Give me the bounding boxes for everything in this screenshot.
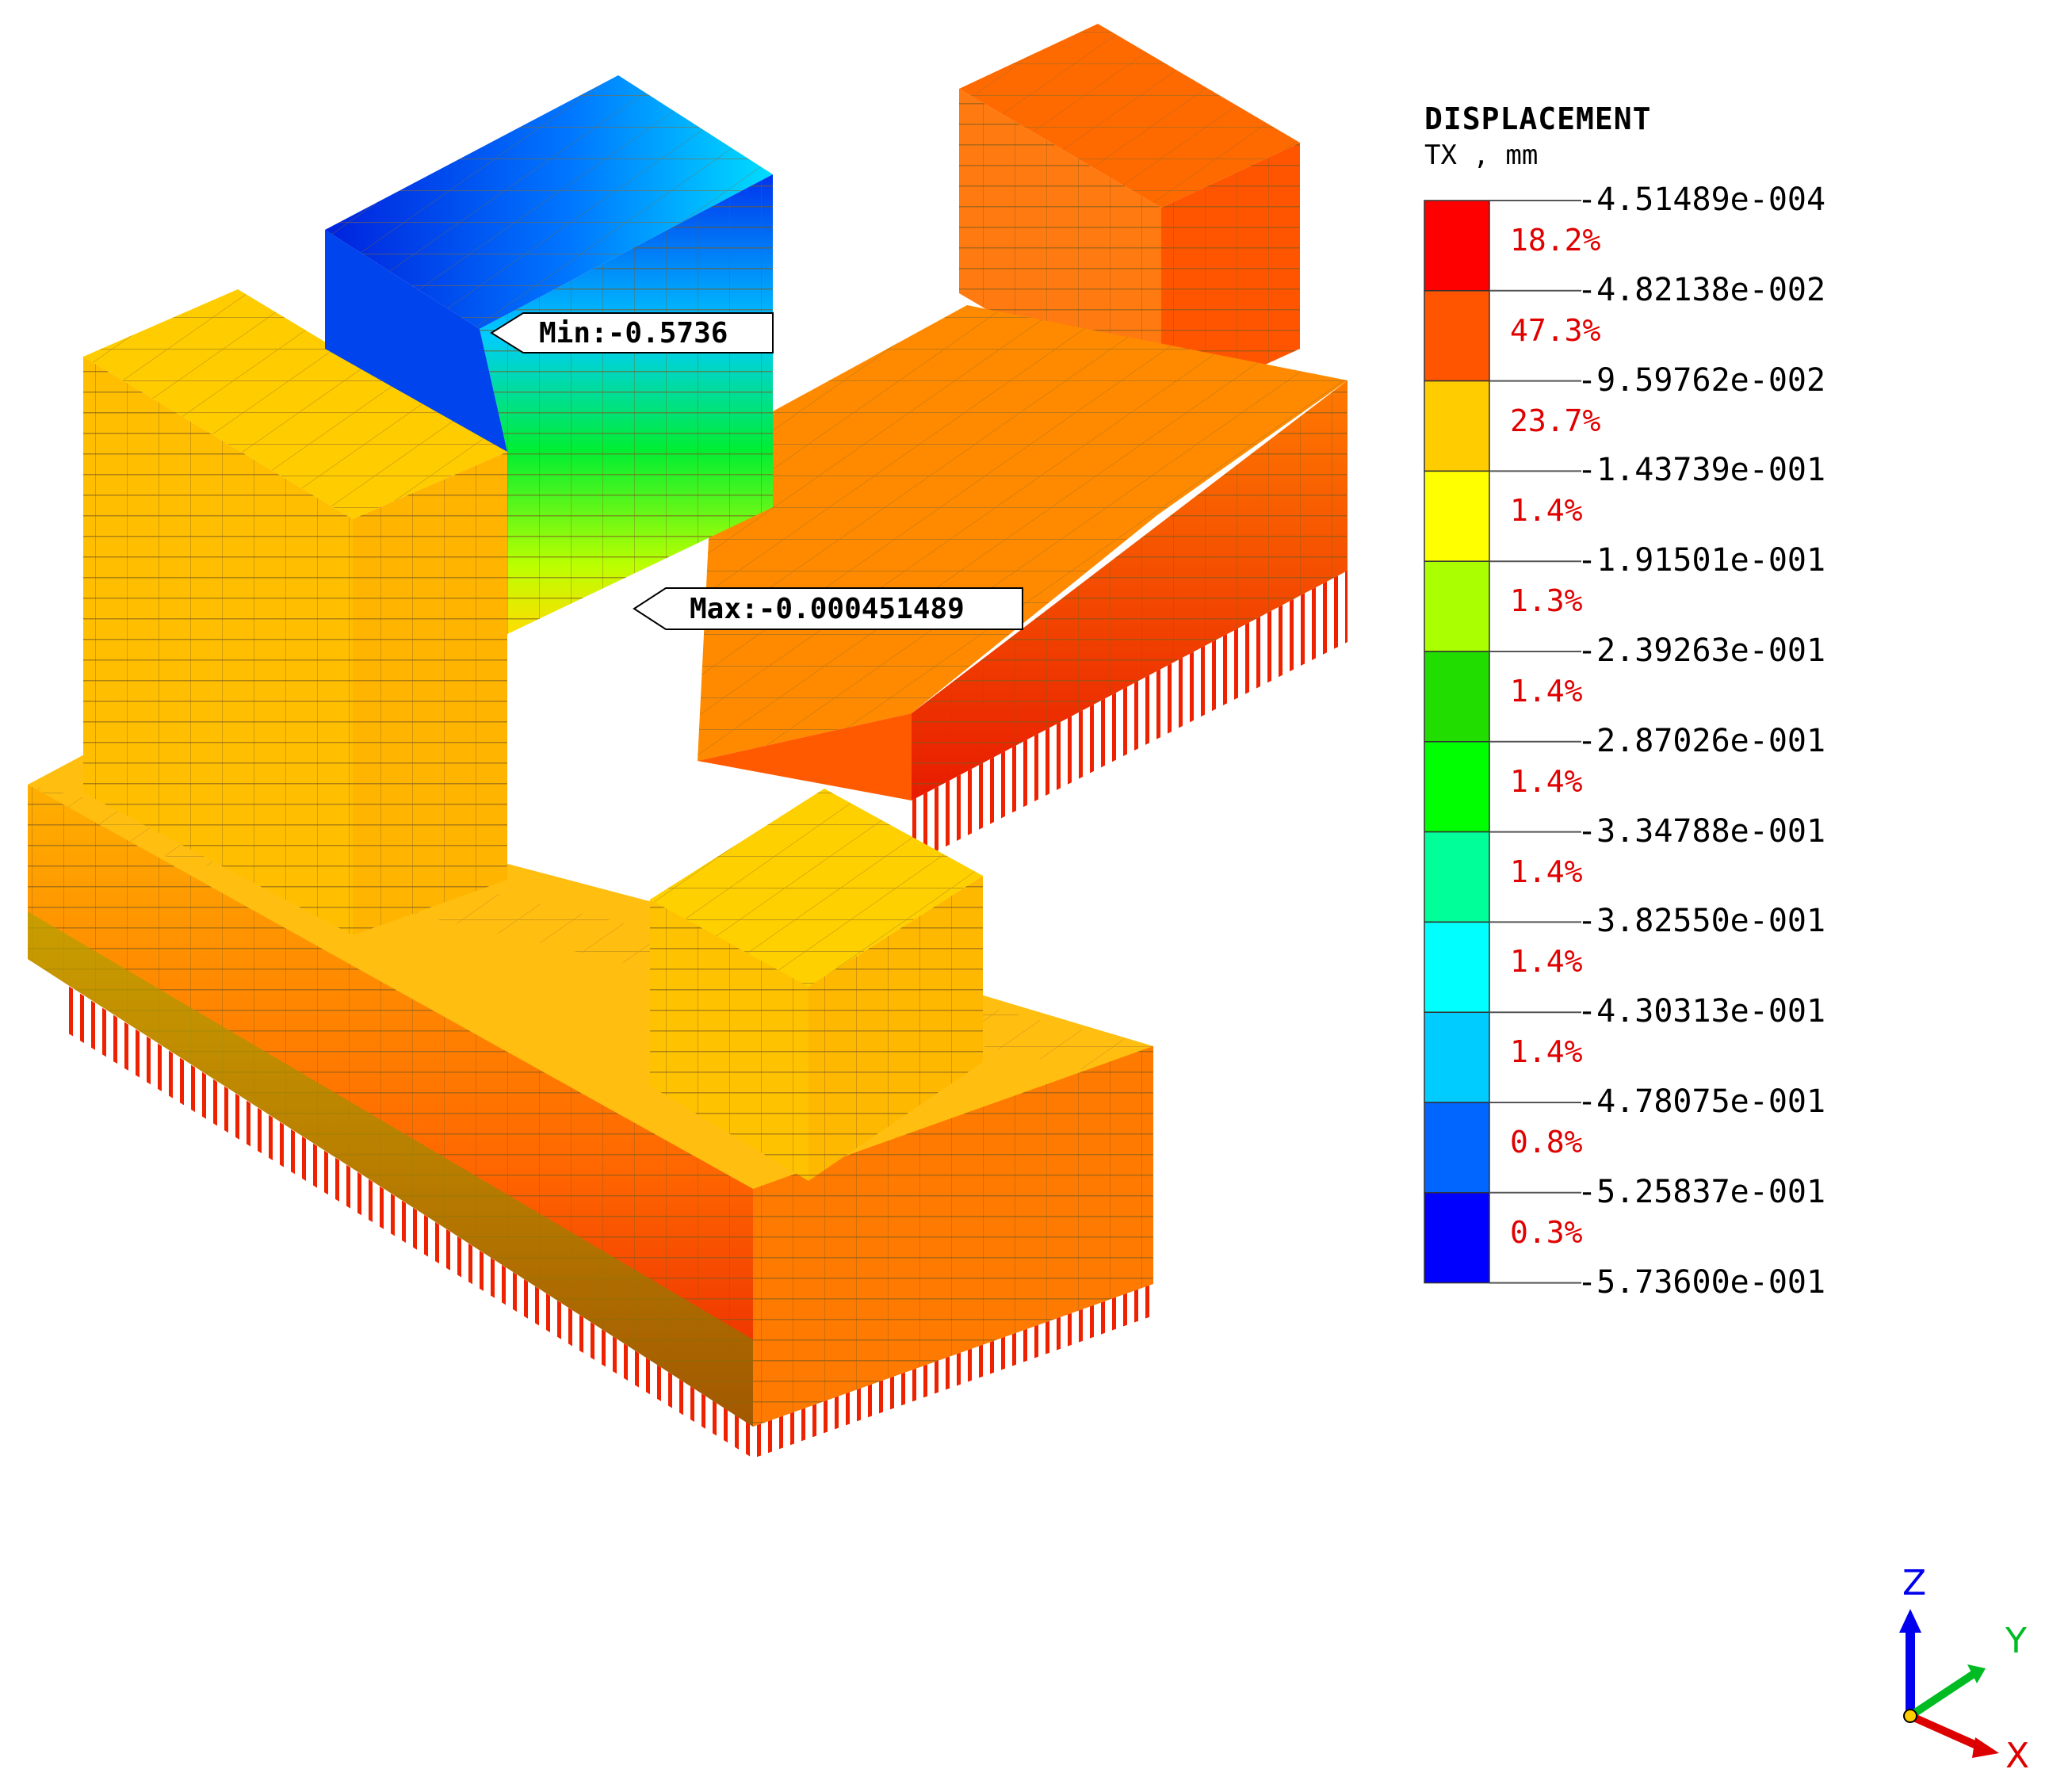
legend-band-percent: 23.7%: [1510, 403, 1601, 438]
y-axis-arrow: [1908, 1670, 1976, 1720]
legend-band: [1424, 651, 1490, 743]
x-axis-arrow: [1908, 1712, 1984, 1752]
y-axis-label: Y: [2005, 1621, 2027, 1661]
legend-value: -3.82550e-001: [1577, 903, 1826, 940]
legend-value: -4.82138e-002: [1577, 271, 1826, 308]
legend-band: [1424, 1102, 1490, 1194]
axis-triad: Z Y X: [1899, 1563, 2029, 1776]
legend-band-percent: 18.2%: [1510, 223, 1601, 258]
max-callout: Max:-0.000451489: [633, 587, 1023, 630]
legend-band-percent: 1.3%: [1510, 583, 1583, 619]
legend-color-bar: [1424, 200, 1581, 1284]
legend-band: [1424, 1192, 1490, 1284]
legend-band: [1424, 921, 1490, 1013]
legend-value: -2.39263e-001: [1577, 632, 1826, 669]
legend-value: -1.43739e-001: [1577, 452, 1826, 489]
legend-band: [1424, 470, 1490, 562]
legend-band-percent: 0.3%: [1510, 1214, 1583, 1250]
legend-band-percent: 1.4%: [1510, 674, 1583, 709]
blue-tower[interactable]: [325, 75, 773, 634]
legend-value: -2.87026e-001: [1577, 722, 1826, 759]
legend-value: -4.51489e-004: [1577, 181, 1826, 218]
legend-value: -4.78075e-001: [1577, 1083, 1826, 1120]
legend-band-percent: 1.4%: [1510, 493, 1583, 529]
legend-band-percent: 0.8%: [1510, 1125, 1583, 1160]
main-podium[interactable]: [28, 753, 1153, 1458]
legend-band: [1424, 200, 1490, 292]
right-tower[interactable]: [959, 24, 1300, 412]
legend-band: [1424, 560, 1490, 652]
legend-value: -5.73600e-001: [1577, 1263, 1826, 1301]
legend-value: -3.34788e-001: [1577, 812, 1826, 850]
z-axis-label: Z: [1902, 1563, 1926, 1603]
max-label: Max:-0.000451489: [690, 593, 965, 625]
legend-band: [1424, 1011, 1490, 1103]
legend-value: -1.91501e-001: [1577, 542, 1826, 579]
legend-value: -4.30313e-001: [1577, 993, 1826, 1030]
legend-title: DISPLACEMENT: [1424, 101, 1652, 136]
legend-band: [1424, 380, 1490, 472]
legend-band-percent: 47.3%: [1510, 312, 1601, 348]
legend-band: [1424, 831, 1490, 923]
legend-value: -9.59762e-002: [1577, 361, 1826, 399]
x-axis-label: X: [2005, 1736, 2029, 1776]
legend-band: [1424, 741, 1490, 833]
front-tower[interactable]: [650, 789, 983, 1181]
left-tower[interactable]: [83, 289, 507, 935]
min-label: Min:-0.5736: [539, 317, 728, 350]
legend-band: [1424, 290, 1490, 382]
legend-value: -5.25837e-001: [1577, 1173, 1826, 1210]
min-callout: Min:-0.5736: [490, 312, 774, 353]
legend-band-percent: 1.4%: [1510, 1034, 1583, 1070]
right-podium[interactable]: [698, 305, 1348, 864]
legend-subtitle: TX , mm: [1424, 139, 1539, 171]
legend-band-percent: 1.4%: [1510, 944, 1583, 980]
legend-band-percent: 1.4%: [1510, 763, 1583, 799]
legend-band-percent: 1.4%: [1510, 854, 1583, 889]
